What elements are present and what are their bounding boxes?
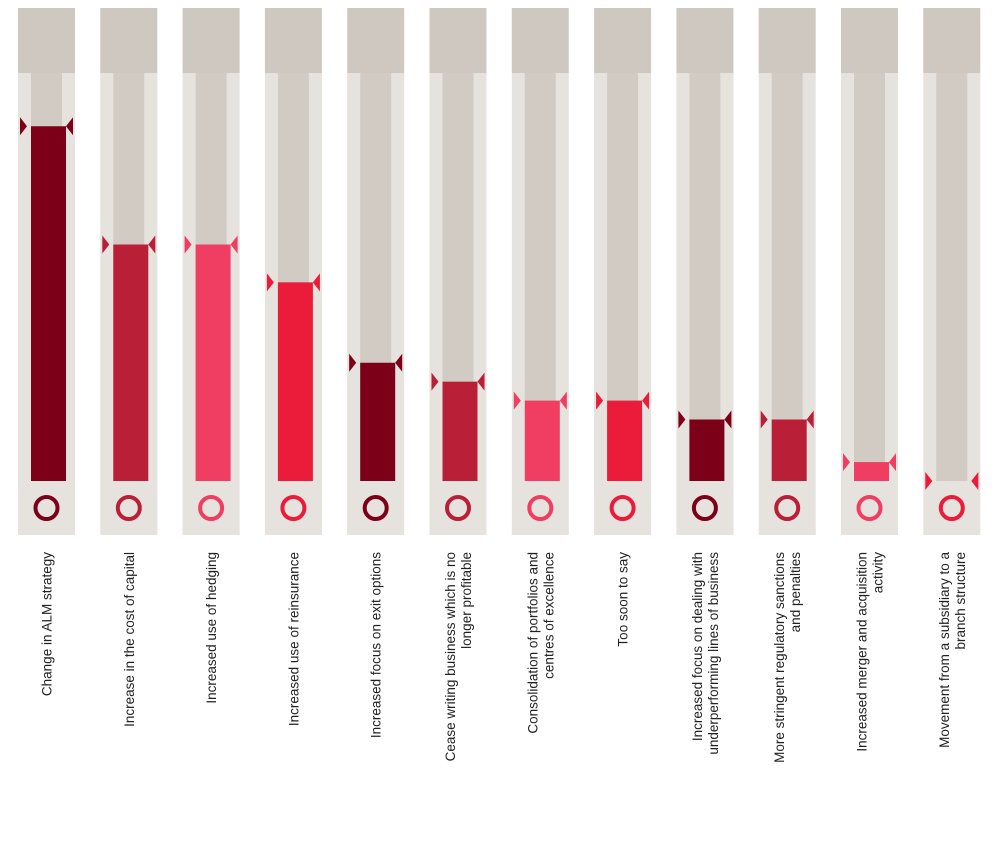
icon: [280, 495, 307, 521]
icon: [938, 495, 965, 521]
track-top: [594, 8, 652, 73]
category-label: Movement from a subsidiary to a: [937, 552, 952, 748]
marker-right: [889, 453, 896, 472]
bar: [113, 244, 149, 481]
marker-right: [971, 472, 979, 490]
bar: [524, 400, 560, 481]
bar: [771, 419, 807, 481]
track-top: [264, 8, 322, 73]
category-label: Increased use of reinsurance: [286, 552, 301, 726]
track-inner: [771, 73, 803, 481]
icon: [527, 495, 554, 521]
icon-area: [923, 481, 981, 535]
category-label: Increased use of hedging: [204, 552, 219, 704]
icon-area: [264, 481, 322, 535]
category-label: centres of excellence: [541, 552, 556, 679]
icon: [445, 495, 471, 521]
marker-right: [806, 410, 814, 429]
marker-right: [230, 235, 238, 254]
icon: [609, 495, 636, 521]
track-top: [100, 8, 158, 73]
marker-right: [148, 235, 156, 254]
marker-left: [349, 353, 357, 372]
marker-left: [184, 235, 192, 254]
marker-left: [20, 117, 27, 136]
marker-right: [395, 353, 403, 372]
marker-right: [559, 391, 567, 410]
track-top: [676, 8, 734, 73]
category-label: Increased focus on exit options: [369, 552, 384, 738]
category-label: and penalties: [788, 552, 803, 633]
icon: [198, 495, 225, 521]
marker-left: [431, 372, 439, 391]
category-label: Increase in the cost of capital: [122, 552, 137, 727]
marker-left: [596, 391, 604, 410]
category-label: underperforming lines of business: [706, 552, 721, 755]
track-top: [18, 8, 75, 73]
category-label: Consolidation of portfolios and: [525, 552, 540, 734]
marker-right: [724, 410, 732, 429]
icon: [856, 495, 883, 521]
track-top: [758, 8, 816, 73]
category-label: activity: [871, 552, 886, 594]
icon-area: [758, 481, 816, 535]
bar: [360, 362, 396, 481]
icon-area: [100, 481, 158, 535]
category-label: Change in ALM strategy: [40, 552, 55, 696]
icon-area: [182, 481, 240, 535]
bar: [195, 244, 231, 481]
category-label: More stringent regulatory sanctions: [772, 552, 787, 763]
marker-right: [66, 117, 73, 136]
icon-area: [511, 481, 569, 535]
track-top: [182, 8, 240, 73]
track-inner: [689, 73, 721, 481]
icon: [774, 495, 801, 521]
marker-right: [477, 372, 485, 391]
marker-left: [678, 410, 686, 429]
marker-left: [266, 273, 274, 292]
bar: [277, 282, 313, 481]
bar: [854, 462, 889, 481]
icon-area: [347, 481, 405, 535]
icon-area: [18, 481, 75, 535]
track-inner: [854, 73, 885, 481]
icon: [362, 495, 389, 521]
icon: [115, 495, 142, 521]
icon: [691, 495, 718, 521]
category-label: Increased focus on dealing with: [690, 552, 705, 741]
icon: [33, 495, 60, 521]
marker-left: [102, 235, 110, 254]
marker-left: [843, 453, 850, 472]
category-label: branch structure: [953, 552, 968, 650]
marker-left: [513, 391, 521, 410]
marker-left: [925, 472, 933, 490]
marker-left: [760, 410, 768, 429]
category-label: Too soon to say: [616, 552, 631, 647]
track-inner: [936, 73, 968, 481]
icon-area: [676, 481, 734, 535]
track-top: [347, 8, 405, 73]
category-label: Increased merger and acquisition: [855, 552, 870, 752]
marker-right: [312, 273, 320, 292]
category-label: longer profitable: [459, 552, 474, 649]
icon-area: [429, 481, 487, 535]
bar: [31, 126, 66, 481]
bar: [607, 400, 643, 481]
track-top: [429, 8, 487, 73]
bar: [689, 419, 725, 481]
icon-area: [594, 481, 652, 535]
icon-area: [841, 481, 898, 535]
category-label: Cease writing business which is no: [443, 552, 458, 761]
track-top: [841, 8, 898, 73]
track-top: [923, 8, 981, 73]
bar: [442, 381, 478, 481]
marker-right: [642, 391, 650, 410]
track-top: [511, 8, 569, 73]
